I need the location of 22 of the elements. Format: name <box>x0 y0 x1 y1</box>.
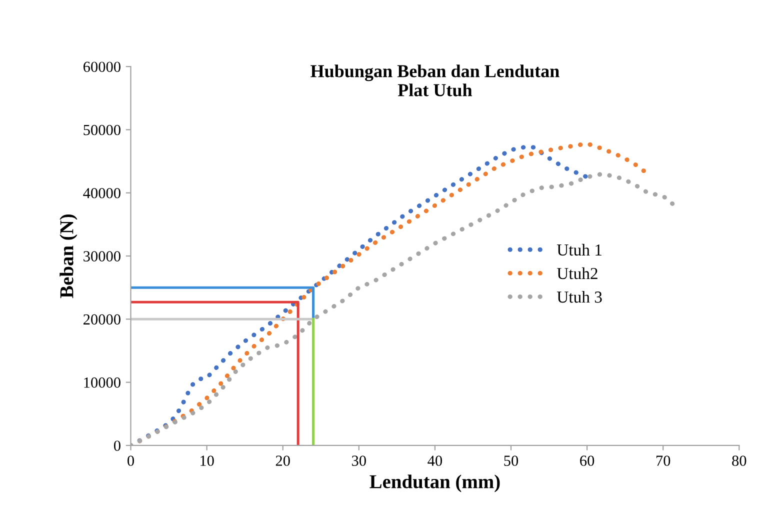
y-tick-label: 0 <box>114 440 120 451</box>
y-tick-label: 20000 <box>84 314 120 325</box>
x-tick-label: 10 <box>200 456 214 466</box>
x-axis-title: Lendutan (mm) <box>370 474 500 492</box>
x-tick-label: 50 <box>504 456 518 466</box>
x-tick-label: 40 <box>428 456 442 466</box>
y-tick-label: 10000 <box>84 377 120 388</box>
x-tick-label: 30 <box>352 456 366 466</box>
x-tick-label: 0 <box>128 456 134 466</box>
chart-title: Hubungan Beban dan Lendutan Plat Utuh <box>310 64 560 96</box>
x-tick-label: 80 <box>732 456 746 466</box>
y-axis-title: Beban (N) <box>60 214 78 298</box>
y-tick-label: 60000 <box>84 62 120 72</box>
legend-label: Utuh 1 <box>556 244 602 256</box>
x-tick-label: 20 <box>276 456 290 466</box>
legend-label: Utuh 3 <box>556 290 602 303</box>
x-tick-label: 70 <box>656 456 670 466</box>
legend-label: Utuh2 <box>556 267 598 280</box>
y-tick-label: 50000 <box>84 124 120 136</box>
y-tick-label: 40000 <box>83 188 120 198</box>
y-tick-label: 30000 <box>84 251 120 262</box>
x-tick-label: 60 <box>580 456 594 466</box>
